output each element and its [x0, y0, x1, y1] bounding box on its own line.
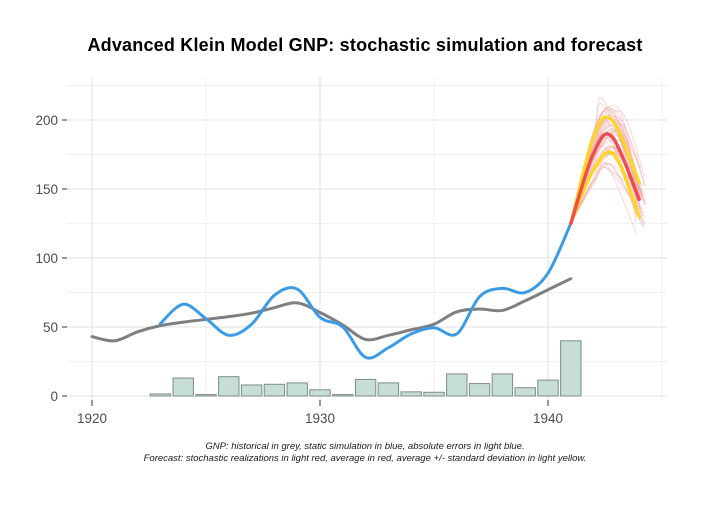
error-bar	[446, 373, 468, 397]
error-bar	[400, 391, 422, 397]
y-axis-label: 150	[35, 182, 58, 197]
chart-title: Advanced Klein Model GNP: stochastic sim…	[87, 35, 643, 55]
error-bar	[218, 376, 240, 397]
historical-gnp-line	[90, 277, 573, 343]
error-bar	[286, 382, 308, 397]
error-bar	[240, 384, 263, 397]
stochastic-realization-line	[570, 162, 645, 224]
caption-line-2: Forecast: stochastic realizations in lig…	[143, 452, 587, 464]
forecast-plus-sd-line	[569, 115, 641, 226]
error-bar	[354, 378, 377, 397]
error-bar	[560, 340, 582, 397]
absolute-error-bars	[149, 340, 582, 397]
stochastic-realization-line	[570, 167, 643, 224]
historical-and-simulation-lines	[90, 222, 573, 360]
error-bar	[491, 373, 514, 397]
error-bar	[468, 383, 491, 397]
y-axis-label: 0	[50, 389, 58, 404]
error-bar	[514, 387, 536, 397]
error-bar	[537, 379, 559, 397]
forecast-summary-lines	[569, 115, 641, 226]
error-bar	[195, 394, 217, 397]
x-axis-label: 1920	[77, 411, 107, 426]
error-bar	[423, 391, 445, 397]
error-bar	[149, 393, 172, 397]
forecast-minus-sd-line	[569, 150, 641, 226]
chart-caption: GNP: historical in grey, static simulati…	[25, 441, 705, 464]
x-axis-label: 1930	[305, 411, 335, 426]
forecast-average-line	[569, 132, 641, 226]
x-axis-label: 1940	[533, 411, 563, 426]
static-simulation-line	[158, 222, 573, 360]
caption-line-1: GNP: historical in grey, static simulati…	[205, 441, 525, 452]
y-axis-label: 200	[35, 113, 58, 128]
error-bar	[377, 382, 400, 397]
axis-ticks-and-labels: 1920 1930 1940 0 50 100 150 200	[35, 113, 563, 426]
error-bar	[309, 389, 331, 397]
error-bar	[263, 383, 286, 397]
y-axis-label: 50	[43, 320, 58, 335]
y-axis-label: 100	[35, 251, 58, 266]
error-bar	[332, 394, 354, 397]
stochastic-realization-line	[570, 161, 638, 235]
error-bar	[172, 377, 194, 397]
